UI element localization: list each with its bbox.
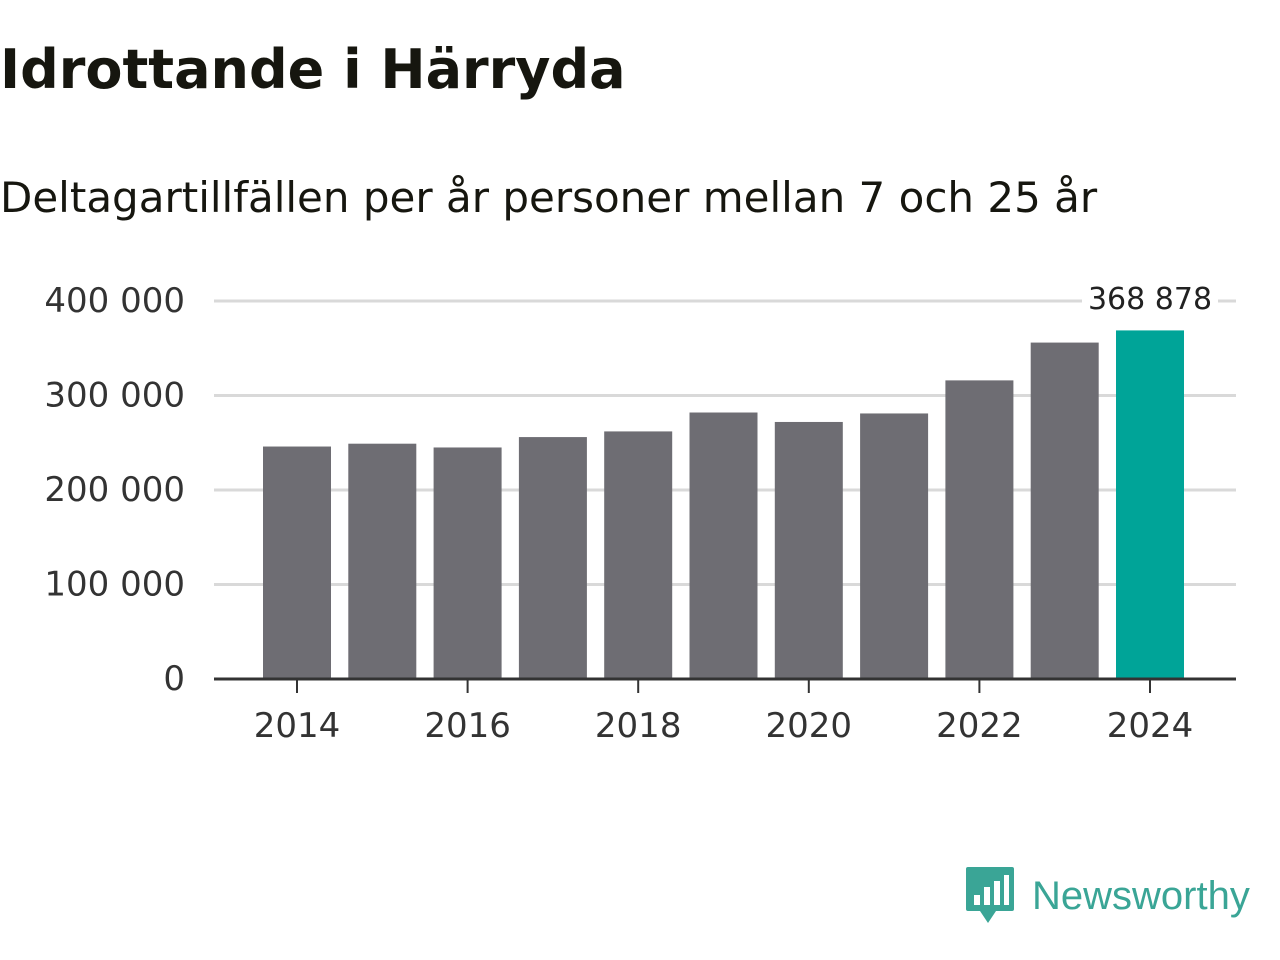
bar-2016: [433, 447, 502, 679]
bar-2015: [348, 443, 417, 679]
x-tick-label: 2024: [1107, 706, 1194, 746]
bar-2021: [860, 413, 929, 679]
bar-2023: [1030, 342, 1099, 679]
bar-2022: [945, 380, 1014, 679]
y-tick-label: 100 000: [44, 565, 185, 605]
newsworthy-logo: Newsworthy: [964, 864, 1250, 928]
data-label-background: [1082, 282, 1218, 317]
x-tick-label: 2020: [766, 706, 853, 746]
bar-2017: [518, 437, 587, 679]
brand-name: Newsworthy: [1032, 873, 1250, 918]
chart-title: Idrottande i Härryda: [0, 38, 626, 101]
bar-2019: [689, 412, 758, 679]
x-tick-label: 2016: [424, 706, 511, 746]
x-tick-label: 2018: [595, 706, 682, 746]
y-tick-label: 200 000: [44, 470, 185, 510]
y-tick-label: 400 000: [44, 281, 185, 321]
bar-2020: [774, 421, 843, 679]
x-tick-label: 2022: [936, 706, 1023, 746]
y-tick-label: 0: [163, 659, 185, 699]
y-tick-label: 300 000: [44, 376, 185, 416]
data-label: 368 878: [1088, 282, 1212, 317]
bar-2014: [263, 446, 331, 679]
chart-subtitle: Deltagartillfällen per år personer mella…: [0, 173, 1098, 222]
bar-2024: [1116, 330, 1184, 679]
newsworthy-bar-chart-bubble-icon: [966, 867, 1014, 923]
bar-2018: [604, 431, 673, 679]
x-tick-label: 2014: [254, 706, 341, 746]
